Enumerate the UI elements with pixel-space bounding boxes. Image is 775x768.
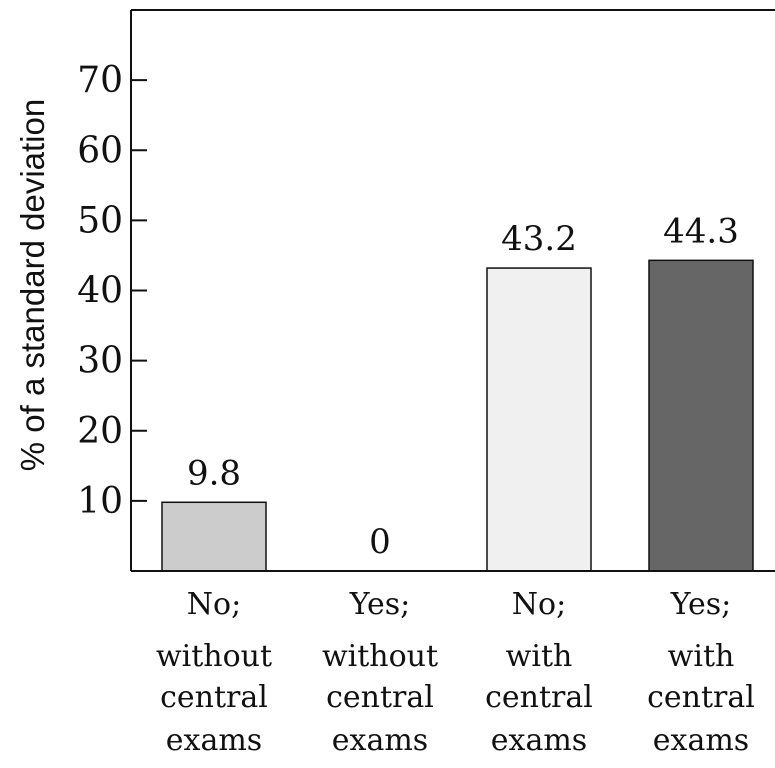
bars-layer (161, 259, 754, 572)
y-tick-label-10: 10 (77, 481, 123, 522)
category-label-1-line-3: central (160, 680, 268, 715)
category-label-4-line-3: central (647, 680, 755, 715)
category-label-4-line-1: Yes; (670, 587, 731, 622)
labels-layer: 10 20 30 40 50 60 70 % of a standard deviation 9… (14, 60, 755, 758)
bar-1 (161, 501, 267, 572)
y-tick-label-20: 20 (77, 411, 123, 452)
y-tick-label-30: 30 (77, 341, 123, 382)
y-tick-label-40: 40 (77, 271, 123, 312)
category-label-1-line-2: without (156, 639, 272, 674)
value-label-1: 9.8 (187, 453, 241, 493)
value-label-4: 44.3 (663, 211, 739, 251)
bar-4 (648, 259, 754, 572)
category-label-3-line-4: exams (491, 723, 587, 758)
y-axis-title: % of a standard deviation (14, 99, 51, 471)
category-label-4-line-2: with (668, 639, 735, 674)
bar-3 (486, 267, 592, 572)
category-label-2: Yes; without central exams (322, 587, 438, 758)
category-label-4-line-4: exams (653, 723, 749, 758)
category-label-3-line-1: No; (512, 587, 566, 622)
category-label-4: Yes; with central exams (647, 587, 755, 758)
category-label-3: No; with central exams (485, 587, 593, 758)
category-label-3-line-2: with (506, 639, 573, 674)
y-tick-label-60: 60 (77, 130, 123, 171)
value-label-3: 43.2 (501, 219, 577, 259)
y-tick-label-50: 50 (77, 200, 123, 241)
category-label-1-line-1: No; (187, 587, 241, 622)
category-label-1-line-4: exams (166, 723, 262, 758)
category-label-2-line-3: central (326, 680, 434, 715)
y-tick-label-70: 70 (77, 60, 123, 101)
value-label-2: 0 (369, 522, 391, 562)
category-label-2-line-2: without (322, 639, 438, 674)
axes-layer (130, 9, 775, 572)
category-label-1: No; without central exams (156, 587, 272, 758)
category-label-2-line-1: Yes; (349, 587, 410, 622)
category-label-2-line-4: exams (332, 723, 428, 758)
category-label-3-line-3: central (485, 680, 593, 715)
